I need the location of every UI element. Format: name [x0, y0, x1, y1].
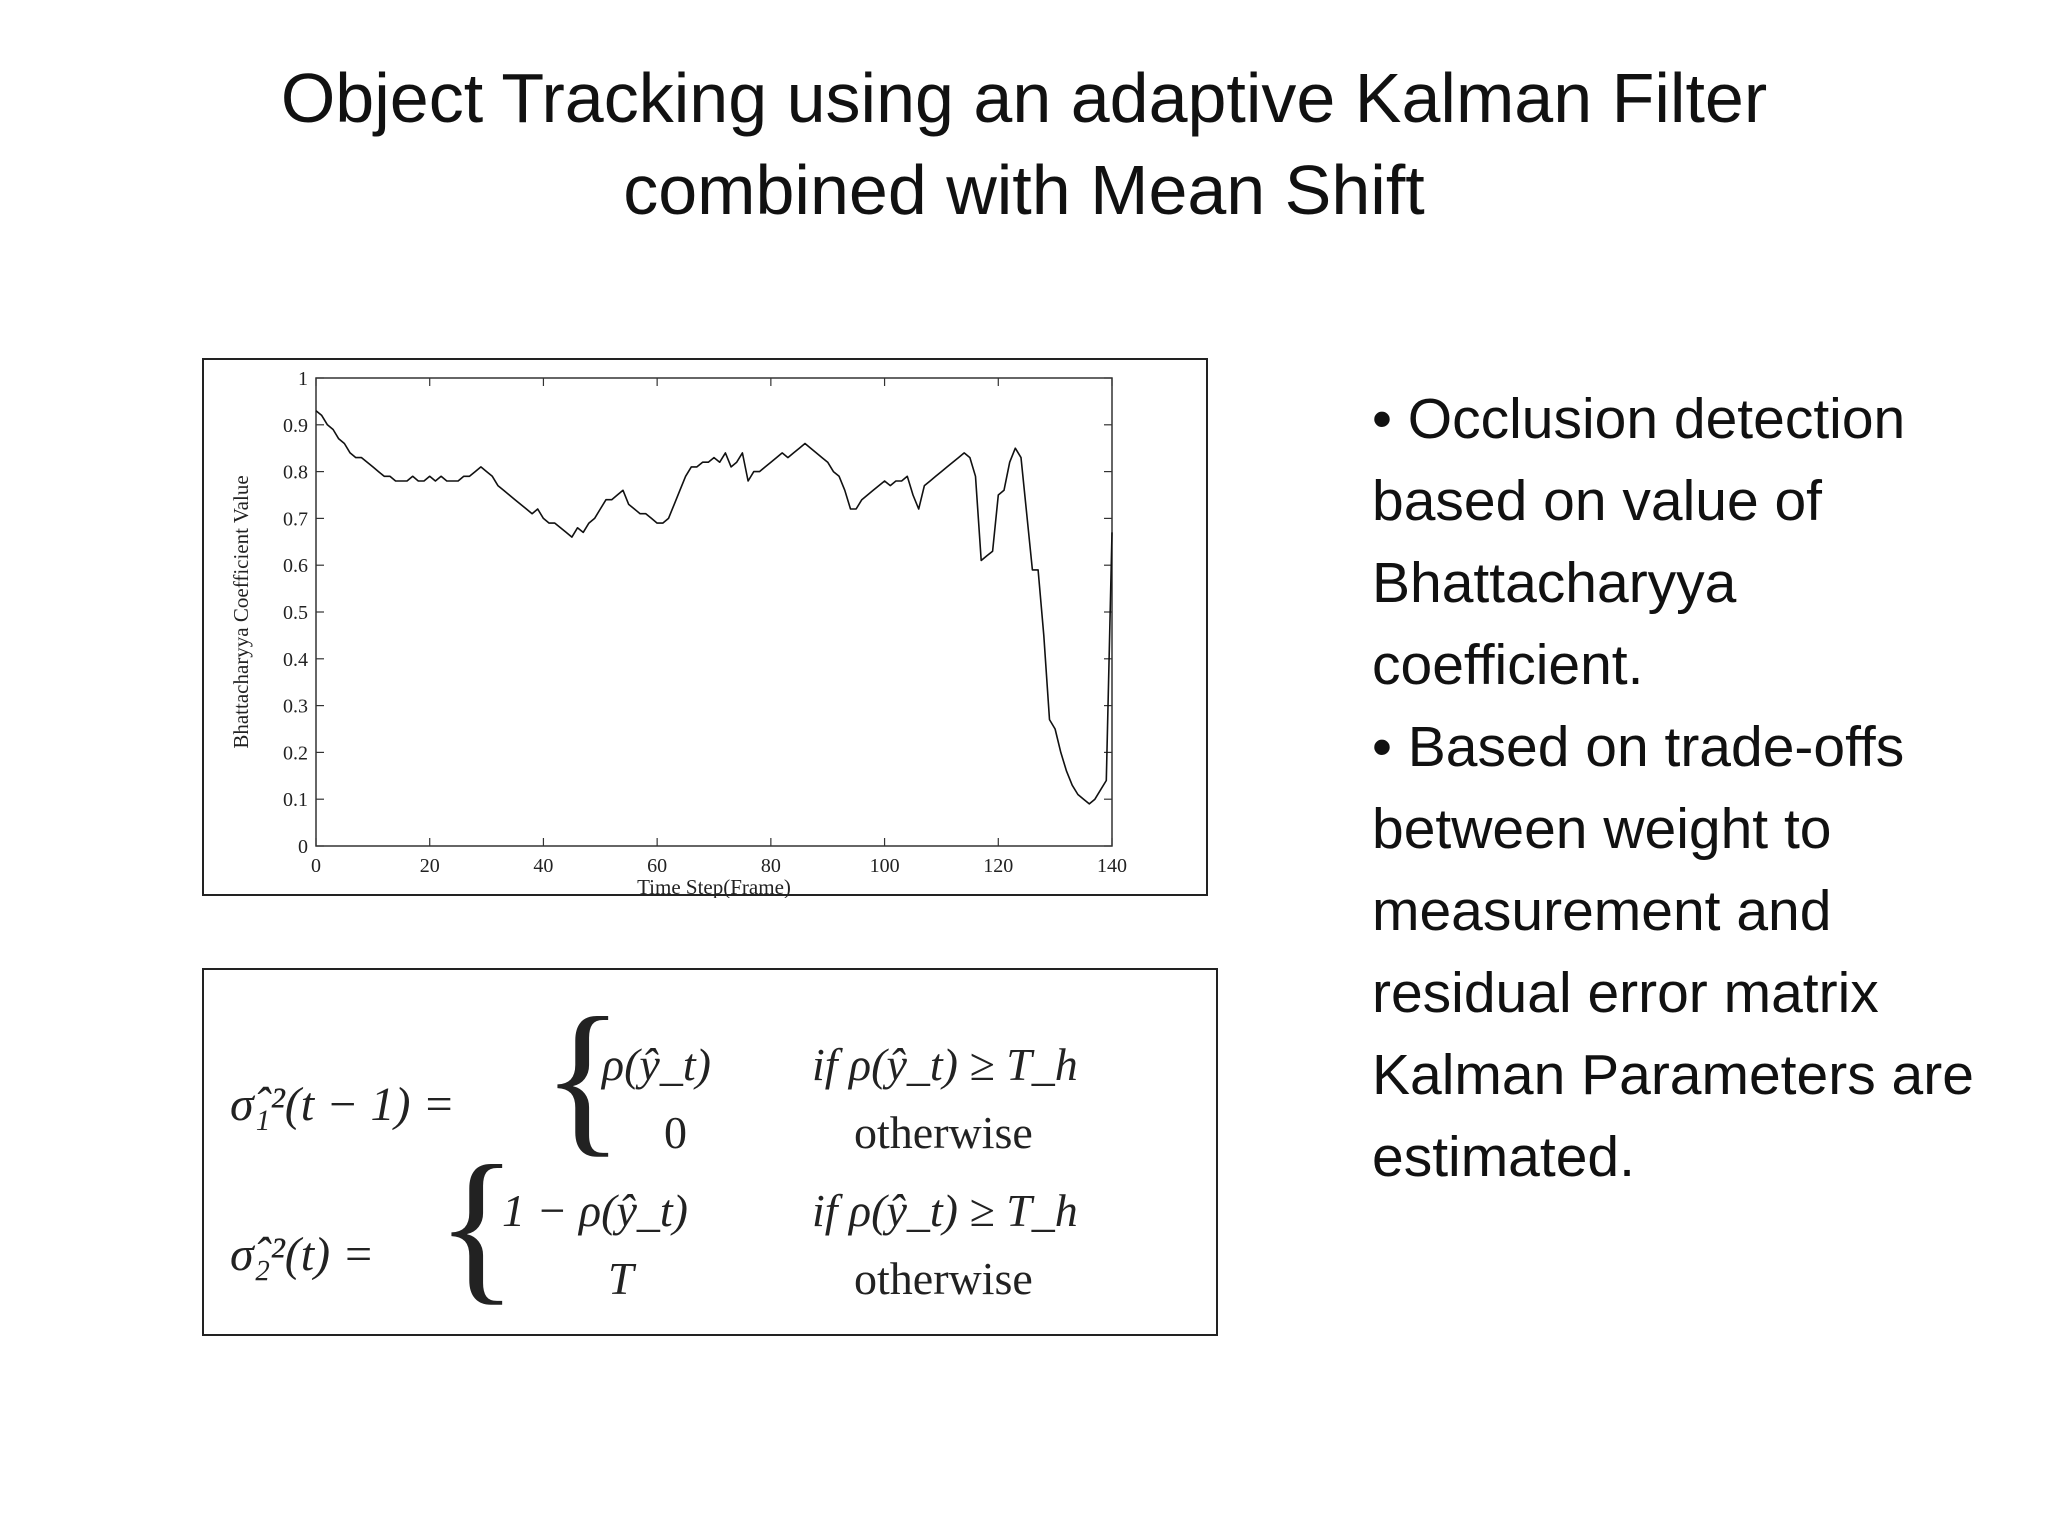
bullet-kalman-parameters: • Based on trade-offs between weight to …	[1372, 715, 1974, 1189]
y-tick-label: 0.5	[283, 602, 308, 624]
x-tick-label: 80	[761, 855, 781, 877]
slide-title: Object Tracking using an adaptive Kalman…	[0, 52, 2048, 236]
formula-figure: σ̂₁²(t − 1) = { ρ(ŷ_t) if ρ(ŷ_t) ≥ T_h 0…	[202, 968, 1218, 1336]
eq2-case2-condition: otherwise	[854, 1253, 1033, 1304]
y-tick-label: 1	[298, 368, 308, 390]
y-tick-label: 0.7	[283, 508, 308, 530]
x-tick-label: 140	[1097, 855, 1127, 877]
eq2-lhs: σ̂₂²(t) =	[230, 1228, 374, 1281]
eq2-case2-value: T	[608, 1253, 637, 1304]
eq1-case1-condition: if ρ(ŷ_t) ≥ T_h	[812, 1039, 1078, 1090]
eq1-case2-value: 0	[664, 1107, 687, 1158]
x-tick-label: 60	[647, 855, 667, 877]
eq1-lhs: σ̂₁²(t − 1) =	[230, 1078, 455, 1131]
bullet-list: • Occlusion detection based on value of …	[1372, 378, 2012, 1198]
y-tick-label: 0.3	[283, 696, 308, 718]
x-axis-label: Time Step(Frame)	[637, 875, 791, 898]
y-tick-label: 0.1	[283, 789, 308, 811]
formula-equations: σ̂₁²(t − 1) = { ρ(ŷ_t) if ρ(ŷ_t) ≥ T_h 0…	[230, 983, 1078, 1319]
eq1-case1-value: ρ(ŷ_t)	[600, 1039, 711, 1090]
x-tick-label: 0	[311, 855, 321, 877]
x-tick-label: 100	[870, 855, 900, 877]
y-tick-label: 0.6	[283, 555, 308, 577]
y-tick-label: 0.4	[283, 649, 308, 671]
bullet-occlusion-detection: • Occlusion detection based on value of …	[1372, 387, 1906, 697]
bhattacharyya-line-chart: 0 20 40 60 80 100 120 140 0 0.1 0.2 0.3 0.4 0.5 0.6 0.7…	[229, 368, 1127, 898]
slide-title-line-2: combined with Mean Shift	[623, 151, 1425, 229]
y-tick-label: 0.8	[283, 462, 308, 484]
eq1-case2-condition: otherwise	[854, 1107, 1033, 1158]
x-tick-label: 20	[420, 855, 440, 877]
x-tick-label: 120	[983, 855, 1013, 877]
eq2-brace: {	[436, 1131, 518, 1319]
eq2-case1-value: 1 − ρ(ŷ_t)	[502, 1185, 688, 1236]
y-tick-label: 0.9	[283, 415, 308, 437]
x-tick-label: 40	[533, 855, 553, 877]
eq2-case1-condition: if ρ(ŷ_t) ≥ T_h	[812, 1185, 1078, 1236]
eq1-brace: {	[542, 983, 624, 1171]
plot-frame	[315, 377, 1113, 847]
y-tick-label: 0.2	[283, 742, 308, 764]
y-tick-label: 0	[298, 836, 308, 858]
slide-title-line-1: Object Tracking using an adaptive Kalman…	[280, 59, 1768, 137]
chart-figure: 0 20 40 60 80 100 120 140 0 0.1 0.2 0.3 0.4 0.5 0.6 0.7…	[202, 358, 1208, 898]
y-axis-label: Bhattacharyya Coefficient Value	[229, 475, 253, 748]
series-line	[315, 410, 1113, 805]
